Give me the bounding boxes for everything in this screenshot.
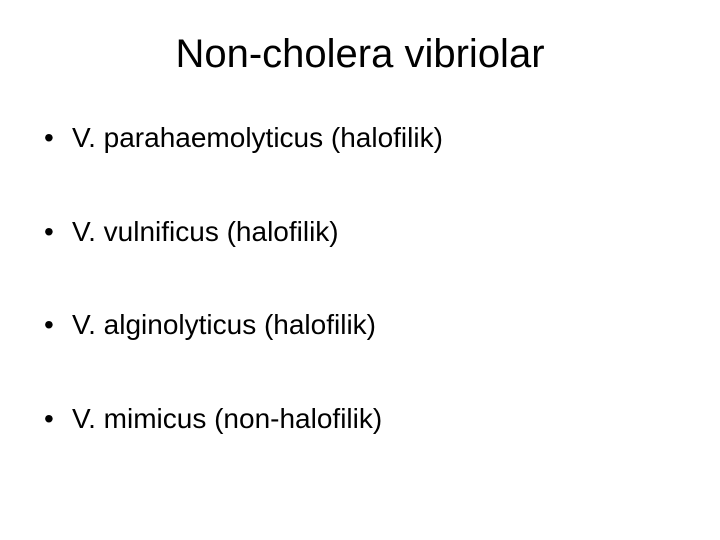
slide-title: Non-cholera vibriolar	[36, 32, 684, 77]
bullet-list: V. parahaemolyticus (halofilik) V. vulni…	[36, 121, 684, 435]
list-item: V. parahaemolyticus (halofilik)	[44, 121, 684, 155]
list-item: V. alginolyticus (halofilik)	[44, 308, 684, 342]
list-item: V. mimicus (non-halofilik)	[44, 402, 684, 436]
list-item: V. vulnificus (halofilik)	[44, 215, 684, 249]
slide-container: Non-cholera vibriolar V. parahaemolyticu…	[0, 0, 720, 540]
